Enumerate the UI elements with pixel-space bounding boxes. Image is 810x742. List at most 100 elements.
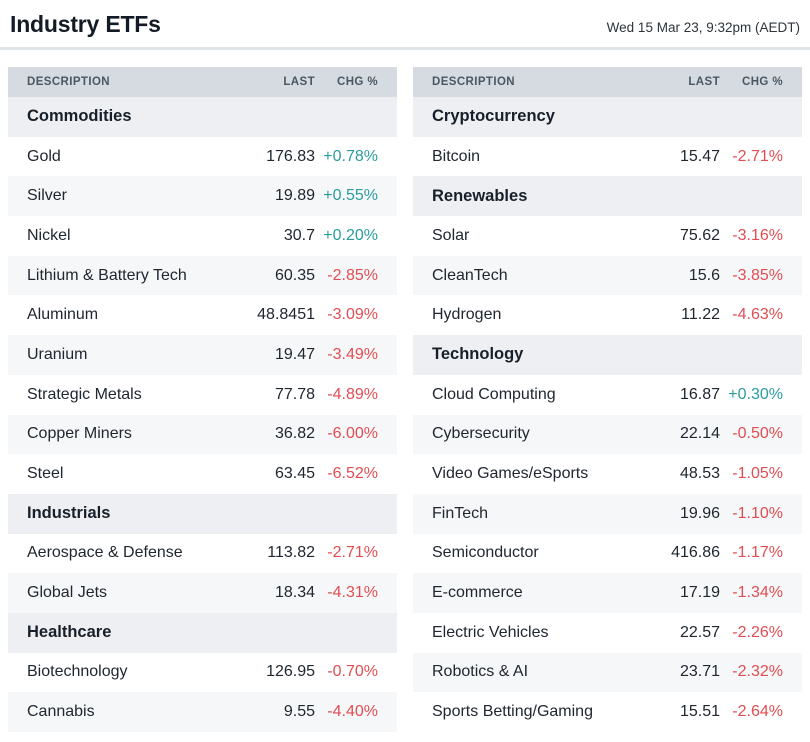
table-row[interactable]: E-commerce 17.19 -1.34%: [413, 573, 802, 613]
chg-cell: -4.31%: [315, 573, 397, 613]
section-label: Commodities: [8, 97, 397, 137]
table-row[interactable]: FinTech 19.96 -1.10%: [413, 493, 802, 534]
last-cell: 416.86: [671, 544, 720, 562]
description-cell: Semiconductor: [432, 544, 539, 562]
description-cell: Cannabis: [8, 692, 223, 732]
chg-cell: -2.64%: [732, 703, 783, 721]
last-cell: 9.55: [223, 692, 315, 732]
table-row[interactable]: Silver 19.89 +0.55%: [8, 176, 397, 217]
last-cell: 23.71: [628, 652, 720, 693]
section-label: Healthcare: [8, 612, 397, 653]
chg-cell: -2.71%: [327, 544, 378, 562]
table-row[interactable]: Sports Betting/Gaming 15.51 -2.64%: [413, 692, 802, 732]
table-row[interactable]: Strategic Metals 77.78 -4.89%: [8, 375, 397, 415]
last-cell: 11.22: [681, 306, 720, 324]
last-cell: 48.53: [679, 465, 720, 483]
description-cell: Lithium & Battery Tech: [8, 255, 223, 296]
last-cell: 48.8451: [257, 306, 315, 324]
table-row[interactable]: Cannabis 9.55 -4.40%: [8, 692, 397, 732]
table-row[interactable]: Cloud Computing 16.87 +0.30%: [413, 375, 802, 415]
last-cell: 36.82: [223, 414, 315, 455]
description-cell: FinTech: [413, 493, 628, 534]
table-row[interactable]: Steel 63.45 -6.52%: [8, 454, 397, 494]
chg-cell: +0.55%: [315, 176, 397, 217]
chg-cell: -2.32%: [720, 652, 802, 693]
last-cell: 60.35: [223, 255, 315, 296]
chg-cell: -1.10%: [720, 493, 802, 534]
description-cell: Video Games/eSports: [432, 465, 589, 483]
table-row[interactable]: Cybersecurity 22.14 -0.50%: [413, 414, 802, 455]
chg-cell: -0.70%: [327, 663, 378, 681]
last-cell: 19.47: [223, 335, 315, 375]
column-header-chg: CHG %: [315, 67, 397, 97]
description-cell: Bitcoin: [432, 147, 481, 165]
description-cell: Hydrogen: [432, 306, 502, 324]
last-cell: 176.83: [266, 147, 315, 165]
description-cell: Aerospace & Defense: [27, 544, 183, 562]
table-row[interactable]: Lithium & Battery Tech 60.35 -2.85%: [8, 255, 397, 296]
section-row: Technology: [413, 335, 802, 375]
table-row[interactable]: Solar 75.62 -3.16%: [413, 216, 802, 256]
chg-cell: -3.16%: [732, 226, 783, 244]
table-row[interactable]: Nickel 30.7 +0.20%: [8, 216, 397, 256]
table-row[interactable]: Electric Vehicles 22.57 -2.26%: [413, 613, 802, 653]
table-row[interactable]: Copper Miners 36.82 -6.00%: [8, 414, 397, 455]
table-row[interactable]: Semiconductor 416.86 -1.17%: [413, 534, 802, 574]
table-row[interactable]: Gold 176.83 +0.78%: [8, 137, 397, 177]
section-row: Cryptocurrency: [413, 97, 802, 137]
chg-cell: -0.50%: [720, 414, 802, 455]
section-label: Technology: [413, 335, 802, 375]
table-row[interactable]: CleanTech 15.6 -3.85%: [413, 255, 802, 296]
chg-cell: -3.49%: [315, 335, 397, 375]
column-header-description: DESCRIPTION: [8, 67, 223, 97]
table-row[interactable]: Bitcoin 15.47 -2.71%: [413, 137, 802, 177]
chg-cell: -3.09%: [327, 306, 378, 324]
etf-table-left: DESCRIPTION LAST CHG % Commodities Gold 17…: [8, 67, 397, 732]
chg-cell: -1.05%: [732, 465, 783, 483]
description-cell: Cloud Computing: [432, 385, 556, 403]
last-cell: 77.78: [274, 385, 315, 403]
table-row[interactable]: Hydrogen 11.22 -4.63%: [413, 295, 802, 335]
section-row: Industrials: [8, 493, 397, 534]
last-cell: 17.19: [628, 573, 720, 613]
last-cell: 126.95: [266, 663, 315, 681]
description-cell: E-commerce: [413, 573, 628, 613]
table-row[interactable]: Global Jets 18.34 -4.31%: [8, 573, 397, 613]
section-row: Healthcare: [8, 612, 397, 653]
page-title: Industry ETFs: [10, 11, 161, 37]
chg-cell: -2.85%: [315, 255, 397, 296]
last-cell: 16.87: [679, 385, 720, 403]
last-cell: 19.89: [223, 176, 315, 217]
table-row[interactable]: Robotics & AI 23.71 -2.32%: [413, 652, 802, 693]
chg-cell: -2.26%: [732, 623, 783, 641]
table-row[interactable]: Aluminum 48.8451 -3.09%: [8, 295, 397, 335]
description-cell: Biotechnology: [27, 663, 128, 681]
last-cell: 15.6: [628, 255, 720, 296]
last-cell: 75.62: [679, 226, 720, 244]
chg-cell: +0.30%: [728, 385, 783, 403]
table-row[interactable]: Biotechnology 126.95 -0.70%: [8, 653, 397, 693]
last-cell: 63.45: [274, 465, 315, 483]
chg-cell: -6.00%: [315, 414, 397, 455]
description-cell: Cybersecurity: [413, 414, 628, 455]
section-row: Renewables: [413, 176, 802, 217]
description-cell: Global Jets: [8, 573, 223, 613]
chg-cell: -4.40%: [315, 692, 397, 732]
chg-cell: -1.17%: [732, 544, 783, 562]
table-row[interactable]: Video Games/eSports 48.53 -1.05%: [413, 454, 802, 494]
section-label: Industrials: [8, 493, 397, 534]
chg-cell: -2.71%: [732, 147, 783, 165]
table-row[interactable]: Uranium 19.47 -3.49%: [8, 335, 397, 375]
chg-cell: +0.20%: [323, 226, 378, 244]
table-row[interactable]: Aerospace & Defense 113.82 -2.71%: [8, 534, 397, 574]
section-label: Cryptocurrency: [413, 97, 802, 137]
last-cell: 15.51: [679, 703, 720, 721]
timestamp: Wed 15 Mar 23, 9:32pm (AEDT): [606, 20, 800, 35]
description-cell: Aluminum: [27, 306, 99, 324]
last-cell: 18.34: [223, 573, 315, 613]
description-cell: Sports Betting/Gaming: [432, 703, 593, 721]
chg-cell: -4.63%: [732, 306, 783, 324]
chg-cell: -4.89%: [327, 385, 378, 403]
column-header-last: LAST: [628, 67, 720, 97]
